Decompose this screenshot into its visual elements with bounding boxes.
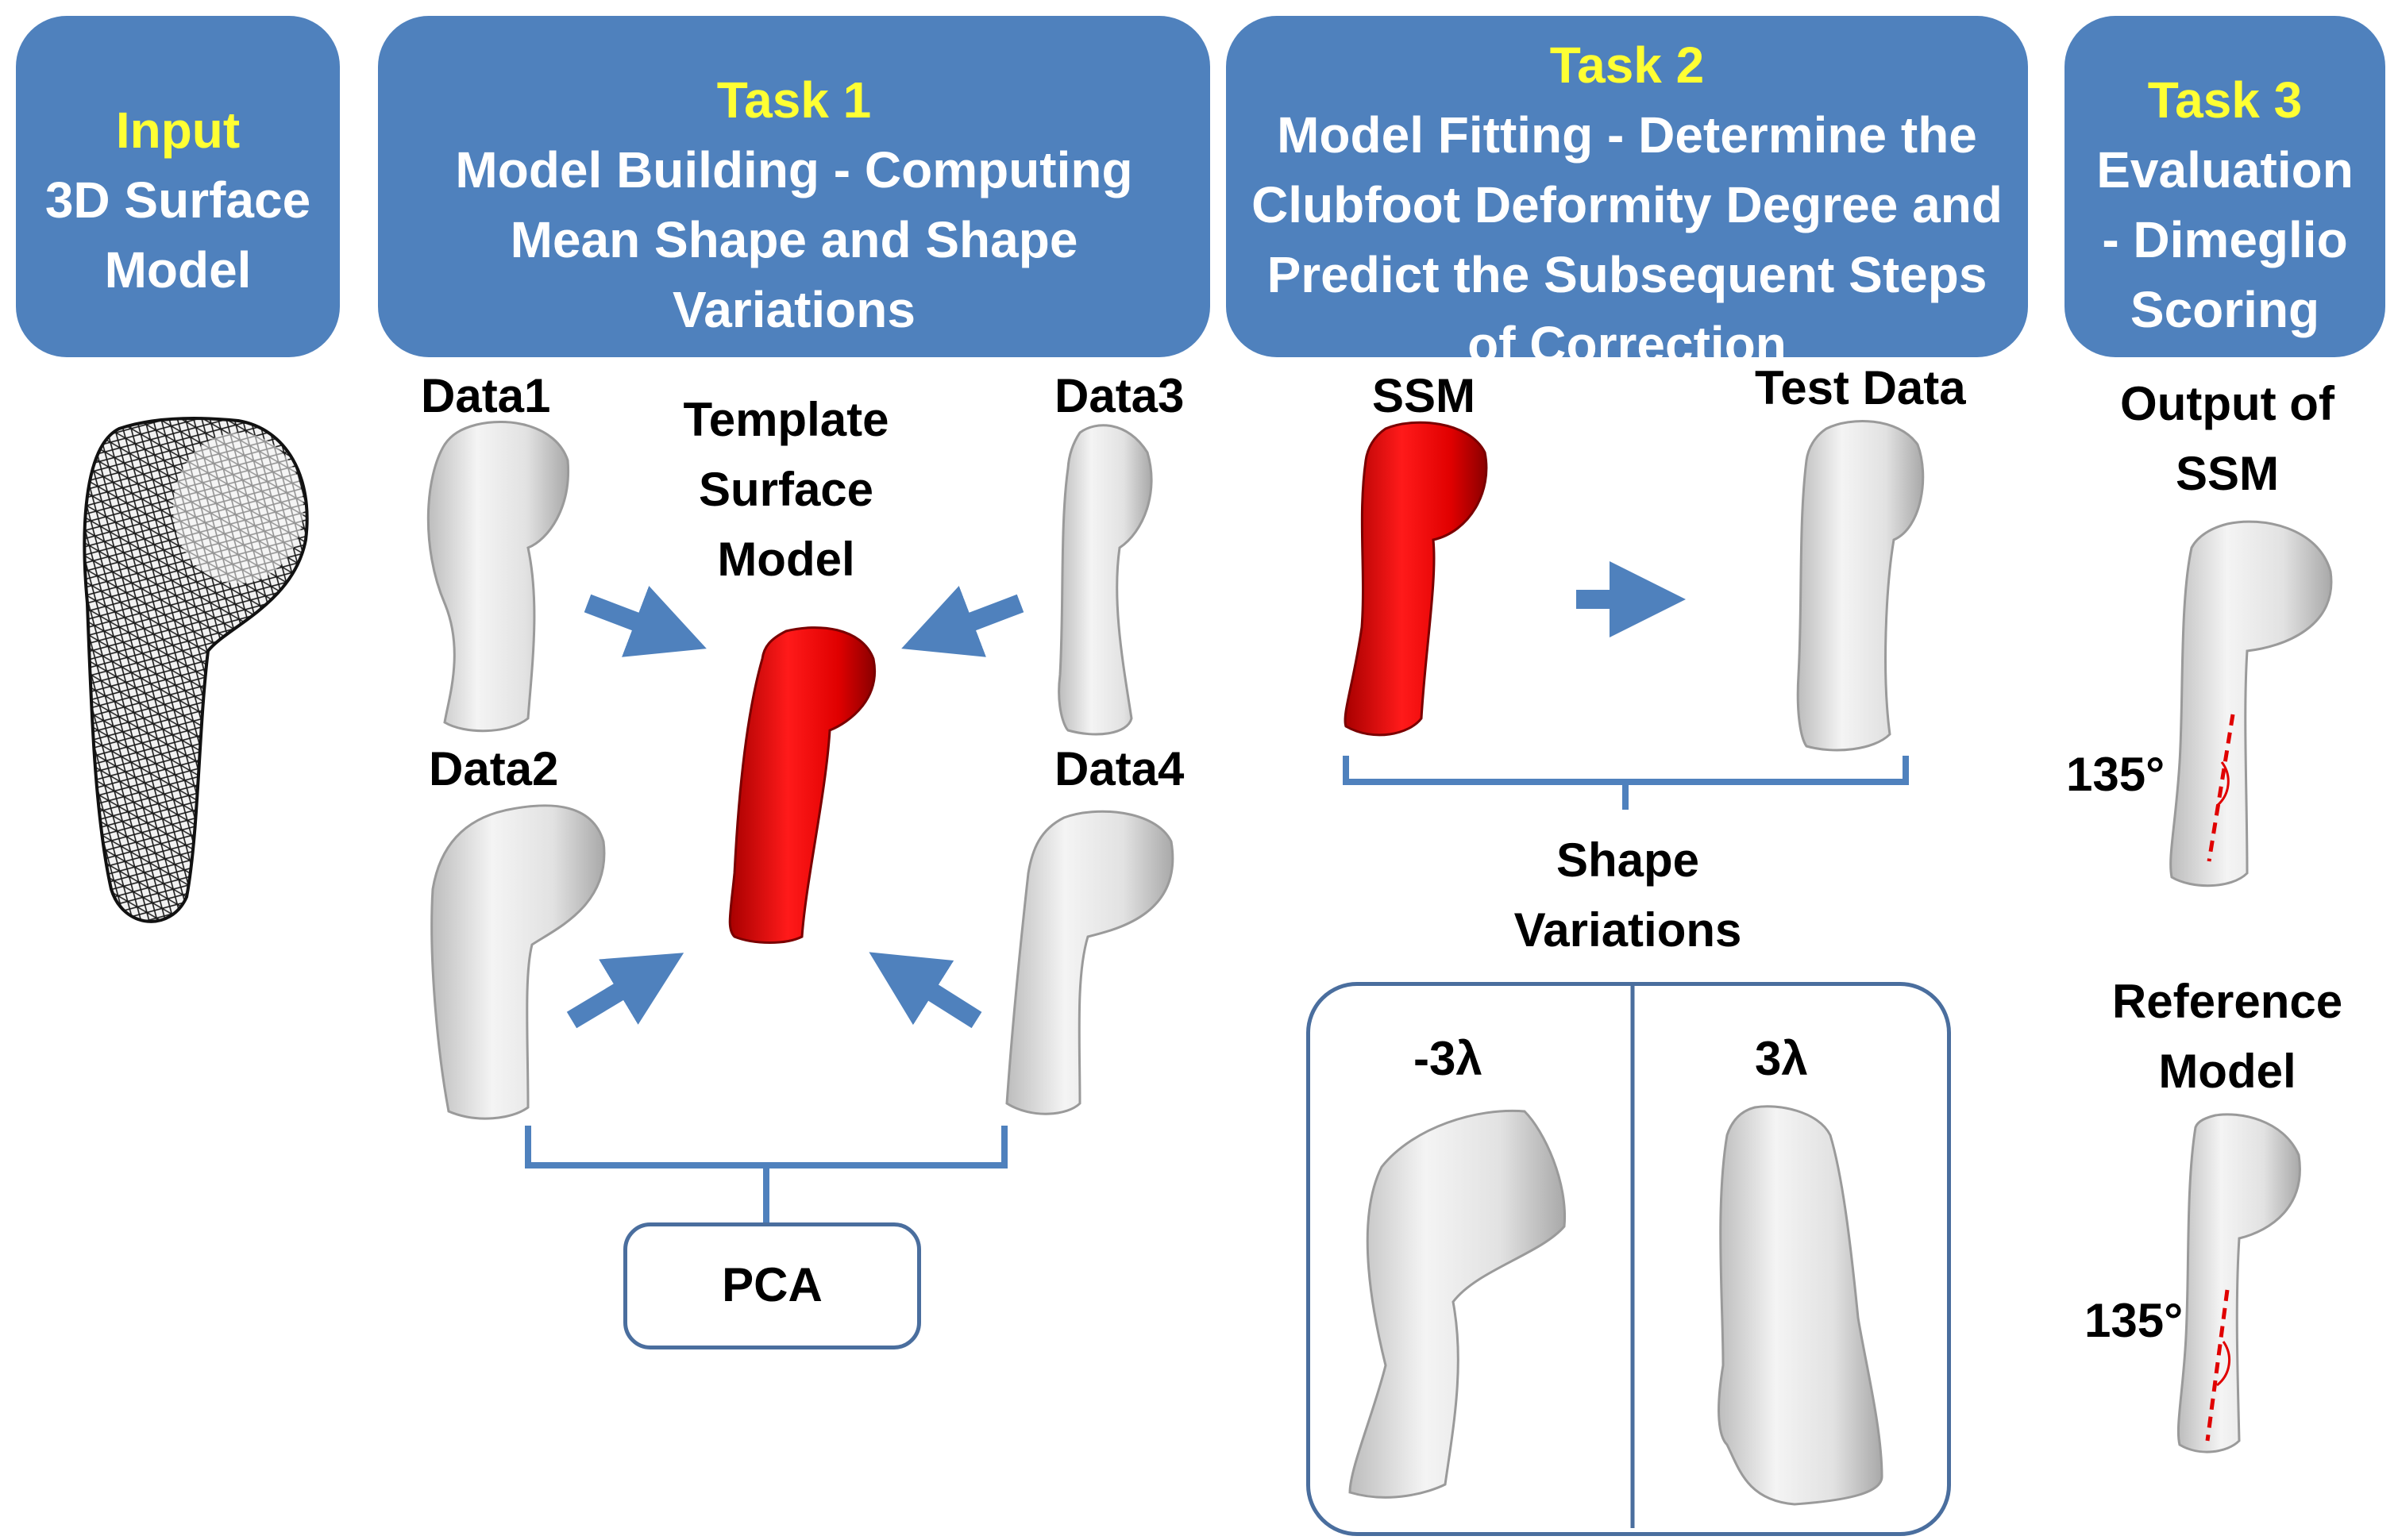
input-line-2: Model (104, 241, 252, 298)
reference-angle-label: 135° (2084, 1294, 2184, 1347)
template-label: Template Surface Model (651, 385, 921, 595)
input-title: Input (115, 102, 241, 159)
task1-line-1: Model Building - Computing (455, 141, 1133, 198)
shape-variations-label: Shape Variations (1469, 826, 1787, 965)
task3-title: Task 3 (2147, 71, 2303, 129)
task1-header: Task 1 Model Building - Computing Mean S… (378, 16, 1210, 357)
variations-panel (1306, 982, 1951, 1536)
minus-variation-bone-model (1348, 1109, 1567, 1499)
task2-header: Task 2 Model Fitting - Determine the Clu… (1226, 16, 2028, 373)
output-angle-label: 135° (2066, 748, 2165, 801)
reference-angle-line (2205, 1289, 2230, 1442)
template-line-3: Model (717, 533, 855, 586)
output-angle-line (2207, 714, 2235, 862)
reference-bone-model (2176, 1113, 2301, 1453)
task2-line-4: of Correction (1467, 316, 1787, 373)
task2-line-2: Clubfoot Deformity Degree and (1251, 176, 2003, 233)
brace-icon (525, 1126, 1008, 1222)
task1-line-2: Mean Shape and Shape (510, 211, 1078, 268)
ssm-label: SSM (1372, 369, 1476, 422)
output-line-1: Output of (2120, 377, 2334, 430)
plus-variation-label: 3λ (1755, 1032, 1808, 1085)
input-mesh-model (83, 417, 309, 923)
task2-brace-icon (1343, 756, 1909, 810)
input-line-1: 3D Surface (44, 171, 311, 229)
shape-variations-line-1: Shape (1556, 834, 1700, 887)
reference-model-label: Reference Model (2072, 967, 2382, 1107)
task3-header: Task 3 Evaluation - Dimeglio Scoring (2065, 16, 2385, 357)
data3-label: Data3 (1054, 369, 1185, 422)
data1-bone-model (426, 420, 570, 733)
task3-line-1: Evaluation (2096, 141, 2354, 198)
reference-angle-arc (2216, 1341, 2231, 1387)
reference-line-2: Model (2158, 1045, 2296, 1098)
arrow-data1-to-template (584, 586, 707, 657)
ssm-red-model (1344, 421, 1488, 737)
task3-line-3: Scoring (2130, 281, 2320, 338)
output-ssm-label: Output of SSM (2072, 369, 2382, 509)
output-ssm-bone-model (2169, 520, 2333, 887)
template-red-model (728, 626, 876, 944)
task2-line-3: Predict the Subsequent Steps (1266, 246, 1987, 303)
test-data-bone-model (1796, 420, 1925, 752)
output-line-2: SSM (2175, 447, 2280, 500)
task1-title: Task 1 (716, 71, 872, 129)
arrow-data3-to-template (901, 586, 1024, 657)
input-header: Input 3D Surface Model (16, 16, 340, 357)
minus-variation-label: -3λ (1413, 1032, 1482, 1085)
plus-variation-bone-model (1718, 1105, 1883, 1506)
test-data-label: Test Data (1755, 361, 1966, 414)
output-angle-arc (2216, 761, 2230, 807)
template-line-1: Template (683, 393, 889, 446)
data3-bone-model (1058, 424, 1153, 736)
task2-line-1: Model Fitting - Determine the (1277, 106, 1977, 164)
data2-bone-model (430, 804, 606, 1120)
pca-label: PCA (722, 1258, 823, 1311)
task1-line-3: Variations (673, 281, 916, 338)
pca-box: PCA (623, 1222, 921, 1349)
arrow-data2-to-template (566, 953, 684, 1029)
data2-label: Data2 (429, 742, 559, 795)
shape-variations-line-2: Variations (1513, 903, 1742, 957)
template-line-2: Surface (698, 463, 874, 516)
data1-label: Data1 (421, 369, 551, 422)
data4-bone-model (1005, 810, 1174, 1115)
reference-line-1: Reference (2111, 975, 2343, 1028)
task3-line-2: - Dimeglio (2102, 211, 2348, 268)
data4-label: Data4 (1054, 742, 1185, 795)
task2-title: Task 2 (1549, 37, 1705, 94)
arrow-data4-to-template (869, 952, 982, 1029)
